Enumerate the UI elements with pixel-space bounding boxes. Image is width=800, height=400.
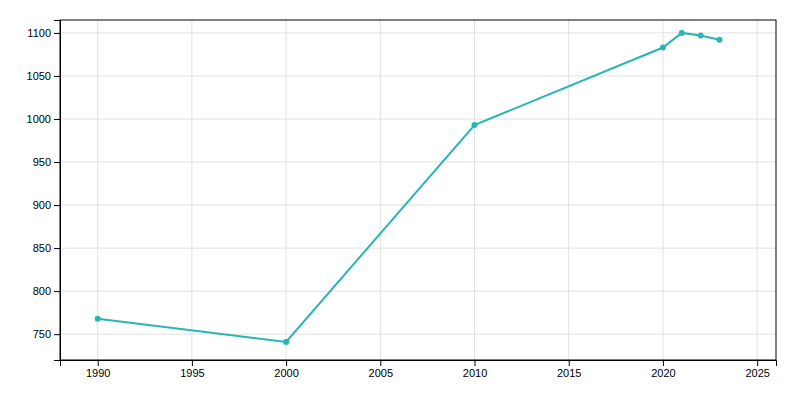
tick-mark [380,360,381,366]
tick: 2010 [463,360,487,379]
tick-label: 2020 [651,367,675,379]
tick-label: 1050 [27,70,51,82]
tick: 900 [33,199,60,211]
line [98,33,720,342]
grid-line [568,20,569,360]
grid-line [60,205,776,206]
tick-mark [475,360,476,366]
tick-mark [757,360,758,366]
grid-line [97,20,98,360]
grid-line [60,118,776,119]
tick-mark [54,334,60,335]
tick-label: 850 [33,242,51,254]
axis-domain [61,361,777,367]
tick-mark [98,360,99,366]
grid-line [60,32,776,33]
grid-line [60,334,776,335]
tick-label: 2005 [369,367,393,379]
grid-line [286,20,287,360]
tick-mark [663,360,664,366]
tick: 2015 [557,360,581,379]
series [95,30,723,345]
tick: 950 [33,156,60,168]
tick-label: 2000 [274,367,298,379]
tick: 1995 [180,360,204,379]
tick-mark [54,33,60,34]
tick-label: 750 [33,328,51,340]
tick: 800 [33,285,60,297]
tick-label: 900 [33,199,51,211]
grid-line [60,291,776,292]
tick: 2020 [651,360,675,379]
grid-line [380,20,381,360]
tick-label: 1995 [180,367,204,379]
grid-line [60,75,776,76]
point [716,37,722,43]
tick-label: 2010 [463,367,487,379]
grid-line [191,20,192,360]
tick-mark [286,360,287,366]
tick-mark [54,291,60,292]
tick-mark [54,76,60,77]
y-axis: 750 800 850 900 950 1000 1050 1100 [27,21,61,361]
tick: 850 [33,242,60,254]
tick-label: 800 [33,285,51,297]
point [283,339,289,345]
tick-label: 2025 [745,367,769,379]
tick-label: 1100 [27,27,51,39]
tick: 2025 [745,360,769,379]
tick: 1050 [27,70,60,82]
tick: 2000 [274,360,298,379]
tick-label: 1000 [27,113,51,125]
tick: 1000 [27,113,60,125]
tick-mark [54,205,60,206]
tick-label: 950 [33,156,51,168]
chart: 1990 1995 2000 2005 2010 2015 2020 2025 750 800 85… [0,0,800,400]
point [679,30,685,36]
grid-line [60,162,776,163]
point [472,122,478,128]
x-axis: 1990 1995 2000 2005 2010 2015 2020 2025 [61,360,777,379]
plot-frame [60,20,776,360]
tick-mark [54,119,60,120]
tick: 1100 [27,27,60,39]
tick-label: 2015 [557,367,581,379]
tick: 750 [33,328,60,340]
tick-mark [54,162,60,163]
axis-domain [54,21,61,361]
tick-mark [54,248,60,249]
grid-line [474,20,475,360]
grid-line [60,248,776,249]
tick: 1990 [86,360,110,379]
tick: 2005 [369,360,393,379]
tick-mark [192,360,193,366]
grid-line [662,20,663,360]
tick-label: 1990 [86,367,110,379]
point [95,316,101,322]
point [698,32,704,38]
tick-mark [569,360,570,366]
point [660,45,666,51]
grid-line [757,20,758,360]
plot: 1990 1995 2000 2005 2010 2015 2020 2025 750 800 85… [27,20,777,379]
grid [60,20,776,360]
